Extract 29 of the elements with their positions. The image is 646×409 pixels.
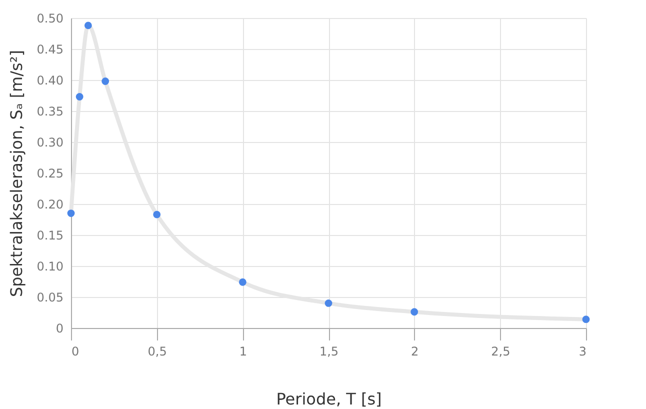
point <box>324 300 332 307</box>
y-tick-label: 0.20 <box>36 198 64 212</box>
y-tick-label: 0.15 <box>36 228 64 242</box>
y-axis-title: Spektralakselerasjon, Sₐ [m/s²] <box>6 50 26 298</box>
point <box>84 22 92 30</box>
x-tick-label: 0,5 <box>148 344 167 358</box>
y-tick-label: 0.30 <box>36 136 64 150</box>
y-tick-label: 0.40 <box>36 74 64 88</box>
point <box>67 210 75 217</box>
point <box>153 210 161 218</box>
x-tick-label: 0 <box>72 344 80 358</box>
x-tick-label: 2,5 <box>491 344 510 358</box>
y-tick-label: 0.50 <box>36 12 64 26</box>
y-tick-label: 0.35 <box>36 104 64 118</box>
point <box>238 278 246 286</box>
y-tick-label: 0.45 <box>36 42 64 56</box>
point <box>410 308 418 316</box>
y-tick-label: 0.05 <box>36 290 64 304</box>
y-tick-label: 0.10 <box>36 260 64 274</box>
x-tick-label: 3 <box>578 344 586 358</box>
point <box>102 78 110 85</box>
x-tick-label: 1 <box>239 344 247 358</box>
x-tick-label: 2 <box>411 344 419 358</box>
point <box>76 93 84 100</box>
y-tick-label: 0.25 <box>36 166 64 180</box>
point <box>582 316 590 324</box>
y-tick-label: 0 <box>56 322 64 336</box>
x-axis-title: Periode, T [s] <box>276 390 382 408</box>
x-tick-label: 1,5 <box>319 344 339 358</box>
